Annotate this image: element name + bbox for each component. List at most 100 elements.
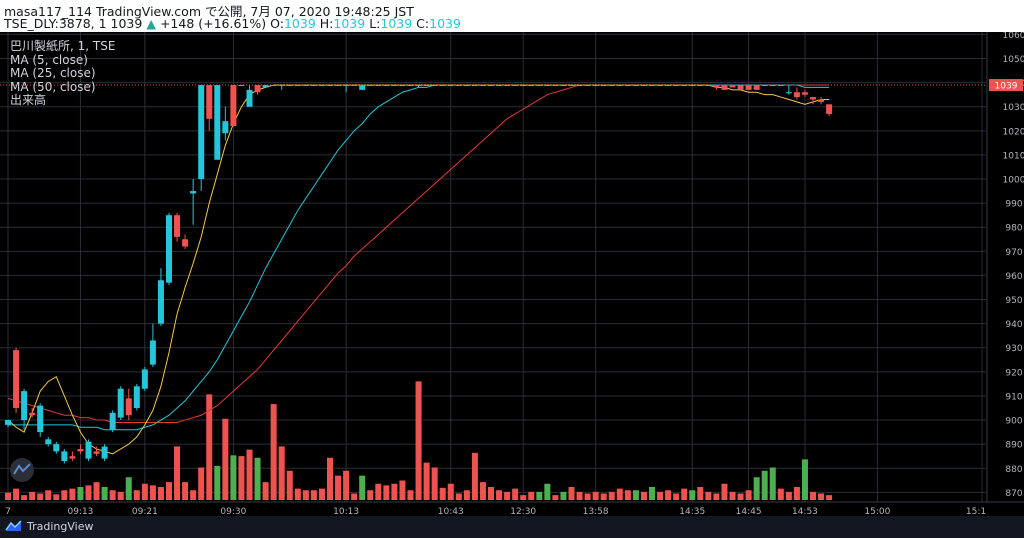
volume-bar — [504, 491, 511, 500]
volume-bar — [447, 483, 454, 500]
low-label: L: — [369, 16, 381, 31]
candle-body — [254, 85, 261, 93]
volume-bar — [21, 495, 28, 500]
volume-bar — [61, 490, 68, 500]
volume-bar — [624, 490, 631, 500]
volume-bar — [375, 483, 382, 500]
volume-bar — [238, 456, 245, 500]
volume-bar — [753, 477, 760, 500]
y-tick-label: 950 — [1005, 296, 1022, 306]
candle-body — [53, 444, 60, 452]
volume-bar — [705, 491, 712, 500]
candle-body — [45, 439, 52, 445]
candle-body — [206, 85, 213, 119]
candle-body — [246, 89, 253, 107]
candle-body — [584, 85, 591, 87]
volume-bar — [560, 491, 567, 500]
candle-body — [61, 451, 68, 462]
volume-bar — [149, 485, 156, 500]
volume-bar — [391, 483, 398, 500]
volume-bar — [174, 446, 181, 500]
candle-body — [439, 85, 446, 87]
candle-body — [174, 215, 181, 237]
volume-bar — [383, 485, 390, 500]
candle-body — [286, 85, 293, 87]
volume-bar — [423, 462, 430, 500]
candle-body — [665, 85, 672, 87]
volume-bar — [777, 488, 784, 500]
last-price-tag — [989, 79, 1023, 92]
volume-bar — [479, 482, 486, 500]
volume-bar — [729, 491, 736, 500]
candle-body — [391, 85, 398, 87]
volume-bar — [632, 490, 639, 500]
candle-body — [262, 85, 269, 88]
candle-body — [818, 99, 825, 102]
candle-body — [729, 85, 736, 88]
volume-bar — [166, 482, 172, 500]
candle-body — [182, 239, 189, 247]
volume-bar — [69, 488, 76, 500]
triangle-up-icon: ▲ — [146, 16, 156, 31]
y-tick-label: 920 — [1005, 368, 1022, 378]
volume-bar — [826, 495, 833, 500]
x-tick-label: 09:13 — [67, 507, 93, 516]
volume-bar — [673, 493, 680, 500]
close-label: C: — [416, 16, 430, 31]
candle-body — [616, 85, 623, 87]
volume-bar — [769, 467, 776, 500]
legend-ma50: MA (50, close) — [10, 79, 96, 94]
volume-bar — [302, 490, 309, 500]
candle-body — [198, 85, 205, 180]
volume-bar — [133, 490, 140, 500]
y-tick-label: 990 — [1005, 200, 1022, 210]
footer-bar: TradingView — [0, 516, 1024, 538]
open-value: 1039 — [283, 16, 316, 31]
volume-bar — [608, 491, 615, 500]
volume-bar — [649, 487, 655, 500]
volume-bar — [270, 404, 277, 500]
watermark-glyph — [13, 463, 31, 475]
candle-body — [713, 85, 720, 88]
volume-bar — [640, 491, 647, 500]
publish-title: masa117_114 TradingView.com で公開, 7月 07, … — [4, 4, 414, 19]
volume-bar — [568, 487, 575, 500]
volume-bar — [439, 487, 446, 500]
candle-body — [5, 420, 11, 425]
price-chart[interactable]: 1060105010401030102010101000990980970960… — [0, 32, 1024, 516]
y-tick-label: 980 — [1005, 224, 1022, 234]
y-tick-label: 1060 — [1003, 32, 1024, 41]
volume-bar — [37, 493, 44, 500]
chart-area[interactable]: 1060105010401030102010101000990980970960… — [0, 32, 1024, 516]
candle-body — [761, 85, 768, 87]
y-tick-label: 880 — [1005, 465, 1022, 475]
x-tick-label: 10:43 — [438, 507, 464, 516]
low-value: 1039 — [380, 16, 413, 31]
x-tick-label: 14:35 — [679, 507, 705, 516]
candle-body — [455, 85, 462, 87]
candle-body — [13, 350, 20, 408]
y-tick-label: 1050 — [1003, 55, 1024, 65]
candle-body — [238, 85, 245, 87]
tradingview-brand[interactable]: TradingView — [5, 519, 93, 533]
volume-bar — [318, 488, 325, 500]
volume-bar — [85, 485, 92, 500]
volume-bar — [689, 490, 696, 500]
candle-body — [214, 85, 221, 160]
volume-bar — [520, 495, 527, 500]
y-tick-label: 970 — [1005, 248, 1022, 258]
volume-bar — [737, 493, 744, 500]
open-label: O: — [270, 16, 284, 31]
volume-bar — [262, 482, 269, 500]
x-tick-label: 13:58 — [583, 507, 609, 516]
candle-body — [560, 85, 567, 87]
candle-body — [536, 85, 543, 87]
candle-body — [640, 85, 647, 87]
candle-body — [496, 85, 503, 87]
volume-bar — [198, 467, 205, 500]
candle-body — [801, 92, 808, 95]
legend-volume: 出来高 — [10, 93, 47, 107]
candle-body — [544, 85, 551, 87]
volume-bar — [13, 488, 20, 500]
candle-body — [157, 280, 164, 324]
